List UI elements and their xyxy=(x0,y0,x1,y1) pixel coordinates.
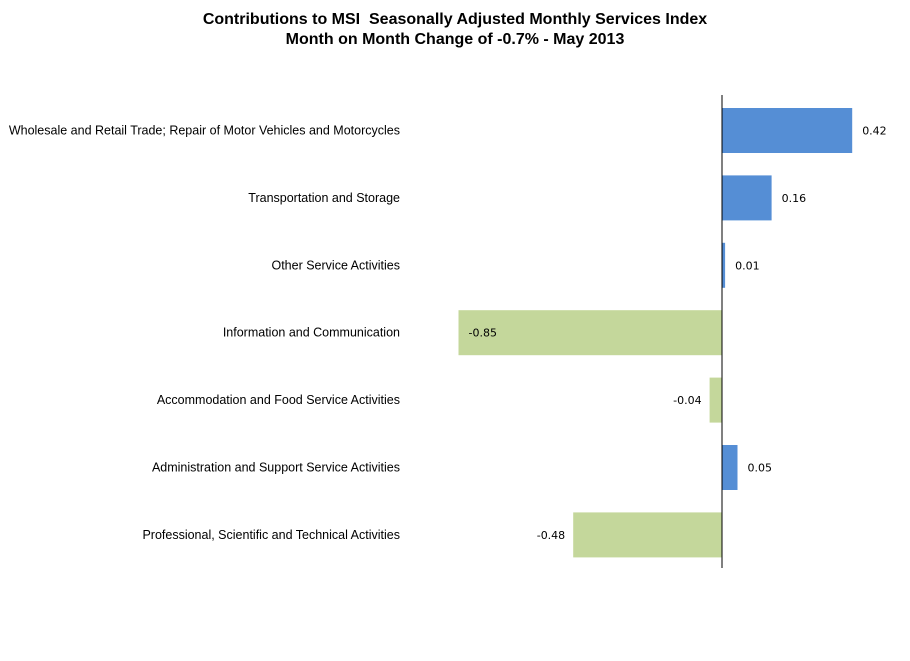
data-label-2: 0.01 xyxy=(735,259,760,272)
bar-3 xyxy=(458,310,722,356)
bar-5 xyxy=(722,445,738,490)
chart-title: Contributions to MSI Seasonally Adjusted… xyxy=(0,10,910,50)
data-label-3: -0.85 xyxy=(469,327,497,340)
category-label-0: Wholesale and Retail Trade; Repair of Mo… xyxy=(9,124,400,138)
bar-6 xyxy=(573,512,722,558)
bar-0 xyxy=(722,108,853,153)
data-label-6: -0.48 xyxy=(537,529,565,542)
bar-2 xyxy=(722,242,726,288)
chart-title-line1: Contributions to MSI Seasonally Adjusted… xyxy=(202,11,708,28)
data-label-5: 0.05 xyxy=(748,462,773,475)
bar-4 xyxy=(709,377,722,423)
data-label-0: 0.42 xyxy=(862,125,887,138)
category-label-4: Accommodation and Food Service Activitie… xyxy=(157,393,400,407)
category-label-5: Administration and Support Service Activ… xyxy=(152,461,400,475)
category-label-1: Transportation and Storage xyxy=(248,191,400,205)
chart-subtitle: Month on Month Change of -0.7% - May 201… xyxy=(285,31,625,48)
category-label-3: Information and Communication xyxy=(223,326,400,340)
category-label-2: Other Service Activities xyxy=(271,258,400,272)
category-label-6: Professional, Scientific and Technical A… xyxy=(142,528,400,542)
data-label-1: 0.16 xyxy=(782,192,807,205)
bar-1 xyxy=(722,175,772,221)
data-label-4: -0.04 xyxy=(673,394,701,407)
